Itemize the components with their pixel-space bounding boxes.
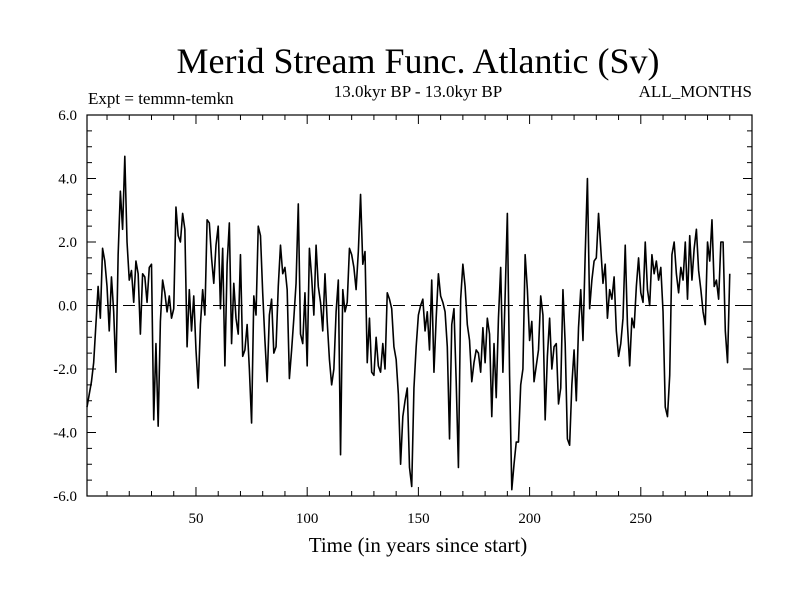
series-line <box>86 155 731 491</box>
x-tick-label: 250 <box>630 511 653 527</box>
chart-title: Merid Stream Func. Atlantic (Sv) <box>177 41 660 81</box>
x-tick-label: 150 <box>407 511 430 527</box>
chart-subtitle: 13.0kyr BP - 13.0kyr BP <box>334 82 502 101</box>
y-tick-label: -4.0 <box>53 426 77 442</box>
y-axis-ticks: -6.0 -4.0 -2.0 0.0 2.0 4.0 6.0 <box>53 108 752 505</box>
x-tick-label: 200 <box>518 511 541 527</box>
y-tick-label: 4.0 <box>58 172 77 188</box>
y-tick-label: 2.0 <box>58 235 77 251</box>
x-tick-label: 50 <box>188 511 203 527</box>
y-tick-label: -6.0 <box>53 489 77 505</box>
months-label: ALL_MONTHS <box>639 82 752 101</box>
experiment-label: Expt = temmn-temkn <box>88 89 234 108</box>
x-axis-ticks: 50 100 150 200 250 <box>106 115 753 527</box>
x-tick-label: 100 <box>296 511 319 527</box>
x-axis-label: Time (in years since start) <box>309 533 528 557</box>
plot-frame <box>86 114 753 497</box>
y-tick-label: 0.0 <box>58 299 77 315</box>
y-tick-label: -2.0 <box>53 362 77 378</box>
y-tick-label: 6.0 <box>58 108 77 124</box>
